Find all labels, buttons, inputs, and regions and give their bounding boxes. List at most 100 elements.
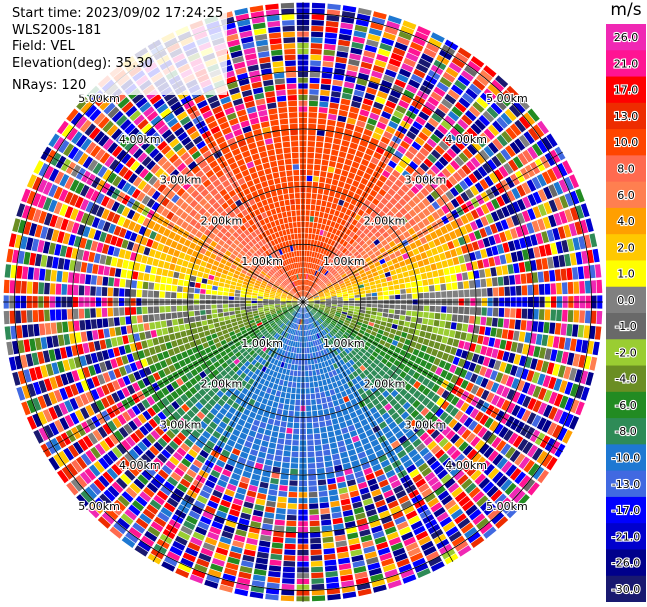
range-gate [423, 305, 430, 312]
range-gate [151, 241, 159, 250]
range-gate [331, 203, 338, 210]
range-gate [435, 291, 441, 298]
range-gate [304, 256, 307, 262]
range-gate [280, 305, 287, 308]
range-gate [50, 322, 57, 334]
range-gate [390, 505, 402, 515]
range-gate [382, 206, 390, 214]
range-gate [537, 218, 546, 231]
range-gate [337, 299, 343, 301]
range-gate [395, 105, 407, 114]
range-gate [350, 349, 357, 356]
range-gate [217, 286, 224, 292]
range-gate [184, 357, 192, 365]
range-gate [263, 517, 274, 525]
range-gate [544, 309, 551, 321]
range-gate [346, 285, 353, 289]
range-gate [256, 331, 262, 337]
range-gate [255, 414, 263, 421]
range-gate [90, 275, 97, 285]
range-gate [390, 389, 399, 398]
range-gate [257, 451, 266, 459]
range-gate [251, 373, 258, 380]
range-gate [152, 415, 163, 425]
range-gate [26, 310, 33, 323]
range-gate [286, 387, 292, 393]
range-gate [412, 399, 421, 409]
range-gate [371, 311, 377, 316]
range-gate [369, 483, 380, 492]
range-gate [344, 348, 350, 354]
range-gate [491, 277, 498, 287]
range-gate [107, 245, 115, 256]
range-gate [232, 373, 239, 381]
range-gate [513, 100, 526, 114]
range-gate [283, 380, 288, 387]
range-gate [309, 89, 319, 95]
range-gate [511, 187, 521, 200]
range-gate [361, 540, 374, 548]
range-gate [309, 376, 314, 382]
range-gate [48, 422, 60, 436]
range-gate [295, 312, 299, 318]
range-gate [320, 299, 326, 301]
range-gate [345, 258, 351, 265]
range-gate [449, 187, 459, 197]
range-gate [231, 277, 238, 283]
range-gate [277, 496, 287, 503]
range-gate [318, 266, 322, 272]
range-gate [320, 432, 328, 439]
range-gate [446, 283, 452, 291]
range-gate [391, 274, 398, 281]
range-gate [449, 407, 459, 417]
range-gate [269, 559, 282, 566]
range-gate [581, 250, 589, 264]
range-gate [232, 429, 241, 437]
range-gate [533, 284, 539, 295]
range-gate [334, 264, 341, 271]
range-gate [370, 377, 378, 385]
range-gate [385, 394, 394, 403]
range-gate [304, 239, 308, 245]
range-gate [526, 272, 533, 284]
range-gate [185, 268, 193, 275]
range-gate [496, 384, 505, 396]
range-gate [313, 427, 320, 434]
range-gate [358, 257, 365, 263]
range-gate [414, 239, 422, 247]
range-gate [318, 309, 324, 313]
range-gate [210, 356, 218, 364]
range-gate [312, 270, 316, 276]
range-gate [323, 342, 328, 349]
range-gate [116, 389, 126, 401]
range-gate [409, 242, 417, 250]
range-gate [436, 397, 445, 407]
range-gate [157, 453, 168, 464]
range-gate [288, 491, 298, 498]
range-gate [420, 407, 430, 417]
range-gate [256, 348, 262, 354]
range-gate [314, 439, 322, 446]
range-gate [270, 292, 276, 296]
range-gate [189, 386, 198, 395]
range-gate [167, 476, 179, 487]
range-gate [21, 310, 27, 323]
range-gate [201, 320, 208, 326]
range-gate [354, 383, 362, 390]
range-gate [311, 405, 317, 411]
range-gate [364, 92, 376, 101]
range-gate [259, 287, 265, 291]
range-gate [167, 326, 174, 334]
range-gate [280, 361, 285, 368]
range-gate [530, 260, 537, 271]
range-gate [334, 341, 340, 348]
range-gate [292, 310, 296, 316]
range-gate [148, 346, 156, 356]
range-gate [487, 507, 501, 521]
range-gate [85, 404, 95, 417]
range-gate [347, 532, 359, 540]
range-gate [113, 430, 124, 442]
range-gate [330, 240, 336, 247]
range-gate [185, 399, 194, 409]
range-gate [243, 549, 256, 557]
